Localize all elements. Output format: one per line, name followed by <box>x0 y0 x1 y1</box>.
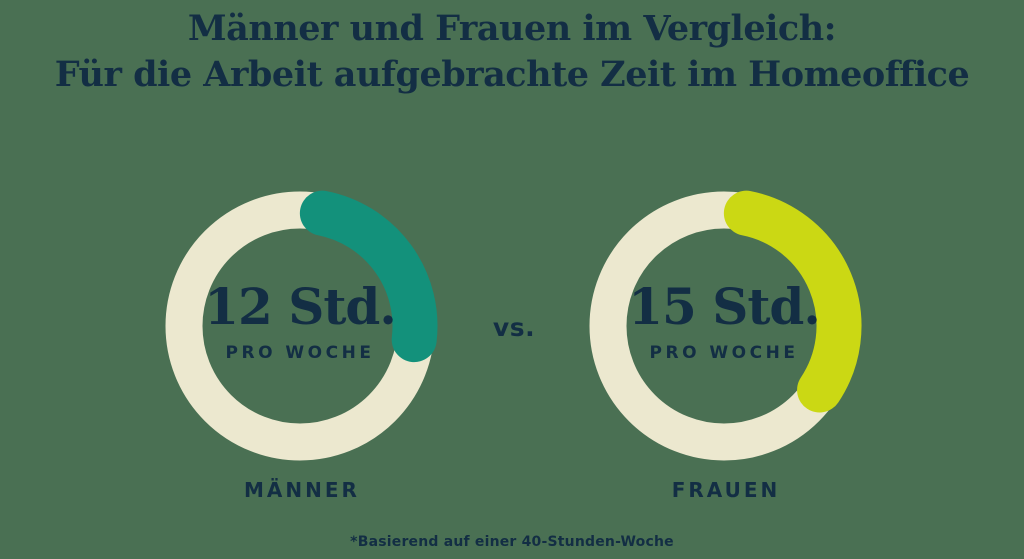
maenner-hours-value: 12 Std. <box>204 277 397 336</box>
chart-title-line1: Männer und Frauen im Vergleich: <box>187 8 837 49</box>
maenner-hours-unit: PRO WOCHE <box>225 343 375 363</box>
donut-progress-arc <box>299 190 438 363</box>
maenner-donut-chart: 12 Std. PRO WOCHE <box>150 176 450 476</box>
versus-label: vs. <box>492 313 536 342</box>
frauen-hours-unit: PRO WOCHE <box>649 343 799 363</box>
frauen-category-label: FRAUEN <box>671 478 781 502</box>
footnote-text: *Basierend auf einer 40-Stunden-Woche <box>350 534 674 550</box>
maenner-donut-svg <box>165 190 438 461</box>
chart-title: Männer und Frauen im Vergleich: Für die … <box>0 6 1024 98</box>
maenner-category-label: MÄNNER <box>244 478 360 502</box>
frauen-donut-chart: 15 Std. PRO WOCHE <box>574 176 874 476</box>
frauen-hours-value: 15 Std. <box>628 277 821 336</box>
frauen-donut-svg <box>589 190 862 461</box>
chart-title-line2: Für die Arbeit aufgebrachte Zeit im Home… <box>54 54 970 95</box>
donut-progress-arc <box>723 190 862 413</box>
